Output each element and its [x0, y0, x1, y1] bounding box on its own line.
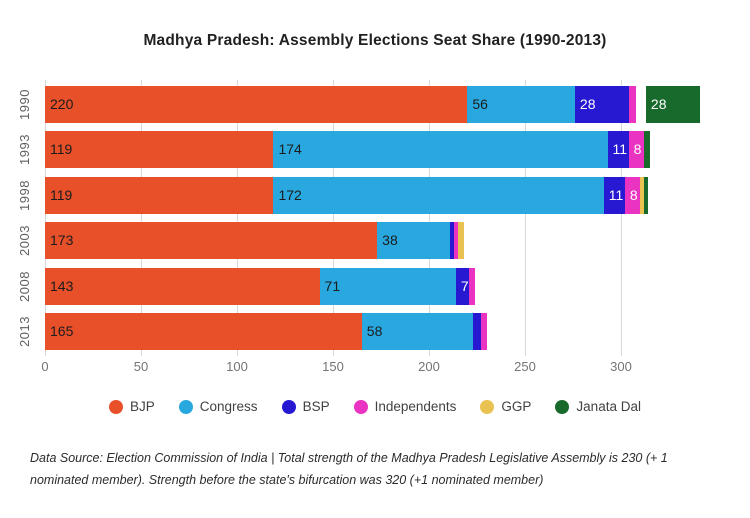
bar-segment-independents: [469, 268, 476, 305]
legend-item-janata-dal: Janata Dal: [555, 399, 641, 414]
bar-value-label: 143: [50, 278, 74, 294]
legend-item-bsp: BSP: [281, 399, 330, 414]
legend-label: BJP: [130, 399, 155, 414]
gridline: [141, 80, 142, 356]
x-tick-label: 100: [226, 359, 248, 374]
bar-segment-bsp: [450, 222, 454, 259]
gridline: [237, 80, 238, 356]
bar-segment-independents: [480, 313, 487, 350]
gridline: [525, 80, 526, 356]
bar-segment-bsp: [473, 313, 481, 350]
bar-value-label: 165: [50, 323, 74, 339]
legend-label: Independents: [374, 399, 457, 414]
bar-value-label: 11: [608, 187, 624, 203]
bar-value-label: 174: [278, 141, 302, 157]
y-axis-label-1993: 1993: [17, 134, 32, 165]
bar-segment-congress: 172: [273, 177, 604, 214]
bar-segment-bjp: 119: [45, 177, 274, 214]
bar-segment-independents: 8: [628, 131, 645, 168]
legend-label: GGP: [501, 399, 532, 414]
bar-segment-janata-dal: [644, 131, 650, 168]
bar-value-label: 28: [650, 96, 667, 112]
bar-segment-bjp: 119: [45, 131, 274, 168]
legend-swatch-independents: [353, 399, 368, 414]
bar-value-label: 8: [633, 141, 642, 157]
legend-item-bjp: BJP: [109, 399, 155, 414]
bar-value-label: 173: [50, 232, 74, 248]
x-tick-label: 0: [41, 359, 49, 374]
bar-segment-ggp: [640, 177, 644, 214]
legend-swatch-congress: [178, 399, 193, 414]
bar-value-label: 119: [50, 187, 73, 203]
legend-item-congress: Congress: [178, 399, 258, 414]
bar-segment-bjp: 165: [45, 313, 362, 350]
bar-row-1998: 119 172 11 8: [45, 177, 648, 214]
x-tick-label: 300: [610, 359, 632, 374]
bar-row-2003: 173 38: [45, 222, 464, 259]
bar-segment-congress: 58: [361, 313, 474, 350]
legend-swatch-janata-dal: [555, 399, 570, 414]
bar-segment-bjp: 220: [45, 86, 468, 123]
source-note: Data Source: Election Commission of Indi…: [30, 451, 668, 487]
bar-value-label: 220: [50, 96, 74, 112]
bar-segment-congress: 56: [467, 86, 575, 123]
x-tick-label: 250: [514, 359, 536, 374]
legend-item-ggp: GGP: [480, 399, 531, 414]
bar-segment-independents: [453, 222, 458, 259]
bar-segment-bjp: 173: [45, 222, 378, 259]
legend-item-independents: Independents: [353, 399, 457, 414]
gridline: [429, 80, 430, 356]
y-axis-label-2003: 2003: [17, 225, 32, 256]
bar-value-label: 71: [324, 278, 341, 294]
bar-row-2013: 165 58: [45, 313, 487, 350]
bar-row-2008: 143 71 7: [45, 268, 476, 305]
y-axis-label-1998: 1998: [17, 180, 32, 211]
bar-segment-congress: 71: [319, 268, 456, 305]
legend-swatch-ggp: [480, 399, 495, 414]
bar-segment-congress: 174: [273, 131, 608, 168]
bar-segment-ggp: [457, 222, 464, 259]
bar-value-label: 11: [612, 141, 628, 157]
bar-value-label: 58: [366, 323, 383, 339]
y-axis-label-2013: 2013: [17, 316, 32, 347]
bar-value-label: 56: [472, 96, 488, 112]
bar-segment-bsp: 11: [603, 177, 625, 214]
bar-value-label: 8: [629, 187, 638, 203]
bar-segment-congress: 38: [377, 222, 451, 259]
x-tick-label: 50: [133, 359, 149, 374]
bar-value-label: 172: [278, 187, 302, 203]
bar-segment-bsp: 7: [455, 268, 470, 305]
legend-label: Janata Dal: [576, 399, 641, 414]
gridline: [621, 80, 622, 356]
legend-label: Congress: [199, 399, 258, 414]
bar-segment-janata-dal: 28: [645, 86, 700, 123]
legend-label: BSP: [302, 399, 330, 414]
bar-row-1993: 119 174 11 8: [45, 131, 650, 168]
bar-value-label: 119: [50, 141, 73, 157]
bar-segment-independents: [628, 86, 637, 123]
bar-value-label: 7: [460, 278, 469, 294]
bar-segment-bsp: 28: [574, 86, 629, 123]
y-axis-label-1990: 1990: [17, 89, 32, 120]
bar-value-label: 28: [579, 96, 596, 112]
bar-segment-independents: 8: [624, 177, 641, 214]
bar-segment-bsp: 11: [607, 131, 629, 168]
chart-title: Madhya Pradesh: Assembly Elections Seat …: [143, 32, 607, 49]
y-axis-label-2008: 2008: [17, 271, 32, 302]
bar-value-label: 38: [382, 232, 398, 248]
legend-swatch-bjp: [109, 399, 124, 414]
x-tick-label: 150: [322, 359, 344, 374]
bar-segment-bjp: 143: [45, 268, 320, 305]
x-tick-label: 200: [418, 359, 440, 374]
bar-row-1990: 220 56 28 28: [45, 86, 700, 123]
gridline: [45, 80, 46, 356]
bar-segment-janata-dal: [644, 177, 648, 214]
legend-swatch-bsp: [281, 399, 296, 414]
gridline: [333, 80, 334, 356]
bar-segment-other: [636, 86, 646, 123]
legend: BJP Congress BSP Independents GGP Janata Dal: [0, 399, 750, 414]
